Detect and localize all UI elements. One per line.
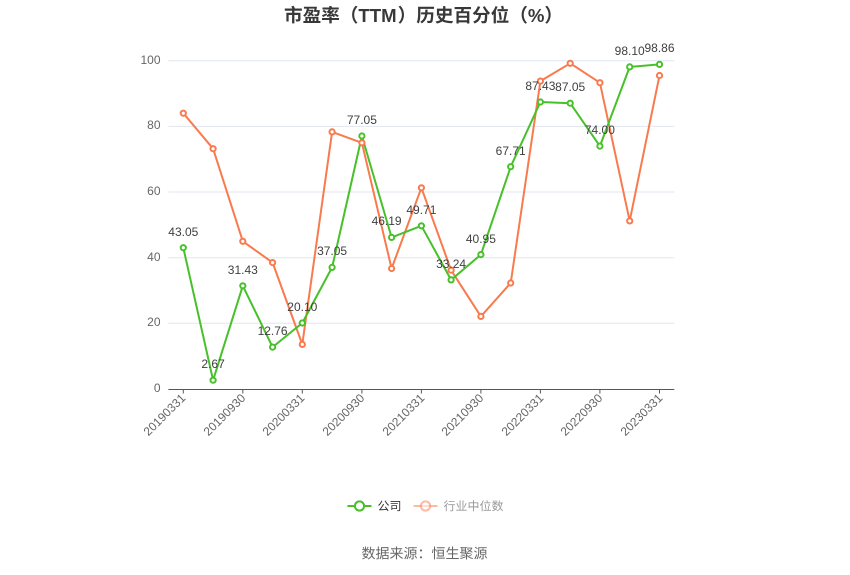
svg-text:TTM: TTM (358, 5, 396, 26)
svg-text:%: % (528, 5, 545, 26)
